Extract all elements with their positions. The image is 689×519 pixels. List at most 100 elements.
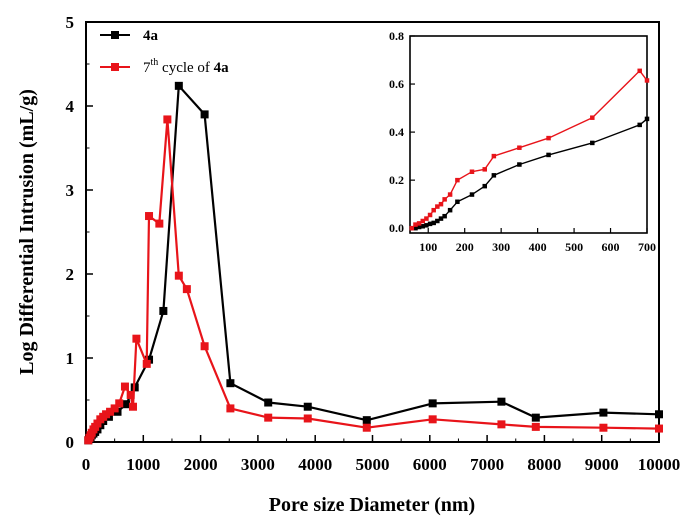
y-axis-title: Log Differential Intrusion (mL/g) [16, 89, 38, 375]
y-tick-label: 0 [66, 433, 75, 452]
data-point-4a [226, 379, 235, 388]
x-axis-title: Pore size Diameter (nm) [269, 494, 475, 516]
inset-data-point-7th-cycle [431, 207, 436, 213]
inset-plot-frame [409, 35, 648, 234]
inset-data-point-4a [424, 223, 429, 228]
inset-data-point-4a [491, 173, 497, 178]
data-point-4a [497, 397, 506, 406]
data-point-7th-cycle [174, 271, 183, 280]
legend-label-superscript: th [151, 57, 159, 68]
inset-data-point-7th-cycle [447, 192, 453, 197]
y-tick-label: 1 [66, 349, 75, 368]
inset-x-tick-label: 500 [565, 240, 583, 254]
x-tick-label: 10000 [638, 455, 681, 474]
inset-data-point-7th-cycle [435, 204, 440, 209]
data-point-7th-cycle [264, 413, 273, 422]
inset-data-point-7th-cycle [455, 177, 460, 183]
data-point-7th-cycle [128, 402, 137, 411]
legend-label-number: 7 [143, 60, 151, 76]
data-point-7th-cycle [120, 382, 129, 391]
inset-x-tick-label: 200 [456, 240, 474, 254]
inset-background [410, 36, 647, 233]
inset-data-point-7th-cycle [442, 197, 447, 202]
inset-data-point-4a [420, 224, 426, 229]
inset-y-tick-label: 0.6 [389, 77, 404, 91]
inset-data-point-7th-cycle [409, 225, 415, 231]
x-tick-label: 7000 [470, 455, 504, 474]
data-point-7th-cycle [428, 415, 437, 424]
inset-data-point-7th-cycle [438, 201, 444, 207]
inset-data-point-4a [644, 116, 650, 122]
legend-marker-7th-cycle [111, 63, 119, 71]
y-tick-label: 5 [66, 13, 75, 32]
legend: 4a 7th cycle of 4a [100, 28, 229, 76]
inset-data-point-4a [590, 140, 595, 146]
inset-data-point-7th-cycle [644, 78, 650, 83]
inset-data-point-4a [435, 218, 440, 224]
data-point-4a [159, 306, 168, 315]
data-point-7th-cycle [497, 420, 506, 429]
data-point-7th-cycle [531, 422, 540, 431]
inset-data-point-4a [442, 213, 447, 219]
inset-data-point-7th-cycle [416, 221, 422, 226]
data-point-7th-cycle [182, 285, 191, 294]
x-tick-label: 0 [82, 455, 91, 474]
inset-data-point-7th-cycle [590, 115, 595, 120]
data-point-7th-cycle [155, 219, 164, 228]
data-point-4a [174, 81, 183, 90]
inset-data-point-4a [438, 216, 444, 221]
inset-data-point-4a [546, 152, 551, 158]
data-point-7th-cycle [303, 414, 312, 423]
inset-data-point-4a [427, 221, 433, 227]
y-tick-label: 4 [66, 97, 75, 116]
inset-plot: 100 200 300 400 500 600 700 0.0 0.2 0.4 0.6 0.8 [389, 29, 656, 254]
data-point-4a [200, 110, 209, 119]
inset-data-point-7th-cycle [517, 145, 522, 150]
legend-label-7th-cycle: 7th cycle of 4a [143, 57, 229, 76]
data-point-7th-cycle [142, 359, 151, 368]
inset-data-point-4a [469, 192, 475, 197]
x-tick-label: 1000 [126, 455, 160, 474]
data-point-4a [264, 398, 273, 407]
inset-data-point-4a [637, 122, 642, 128]
inset-y-tick-label: 0.8 [389, 29, 404, 43]
inset-data-point-4a [517, 162, 522, 167]
inset-data-point-7th-cycle [424, 216, 429, 221]
legend-label-sample: 4a [214, 60, 230, 76]
inset-data-point-7th-cycle [469, 169, 475, 174]
data-point-7th-cycle [132, 334, 141, 343]
data-point-7th-cycle [200, 342, 209, 351]
inset-x-tick-label: 300 [492, 240, 510, 254]
x-tick-label: 6000 [413, 455, 447, 474]
x-tick-label: 3000 [241, 455, 275, 474]
inset-x-tick-label: 400 [529, 240, 547, 254]
data-point-7th-cycle [93, 419, 102, 428]
data-point-7th-cycle [145, 212, 154, 221]
inset-data-point-4a [413, 225, 418, 231]
x-tick-label: 9000 [585, 455, 619, 474]
legend-marker-4a [111, 31, 119, 39]
data-point-7th-cycle [362, 423, 371, 432]
x-tick-label: 8000 [527, 455, 561, 474]
inset-x-tick-label: 100 [419, 240, 437, 254]
data-point-4a [531, 413, 540, 422]
inset-data-point-4a [431, 220, 436, 226]
data-point-4a [122, 400, 131, 409]
data-point-7th-cycle [106, 407, 115, 416]
legend-label-middle: cycle of [158, 60, 213, 76]
data-point-7th-cycle [163, 115, 172, 124]
data-point-4a [145, 355, 154, 364]
data-point-4a [655, 410, 663, 419]
legend-label-4a: 4a [143, 28, 159, 44]
data-point-7th-cycle [226, 404, 235, 413]
inset-data-point-4a [482, 183, 487, 189]
data-point-7th-cycle [115, 399, 124, 408]
inset-data-point-7th-cycle [413, 222, 418, 227]
inset-data-point-4a [455, 199, 460, 205]
inset-data-point-7th-cycle [427, 212, 433, 218]
main-plot: 0 1000 2000 3000 4000 5000 6000 7000 8000 9000 100… [66, 13, 681, 474]
x-tick-label: 4000 [298, 455, 332, 474]
data-point-7th-cycle [102, 410, 111, 419]
inset-data-point-7th-cycle [482, 167, 487, 172]
